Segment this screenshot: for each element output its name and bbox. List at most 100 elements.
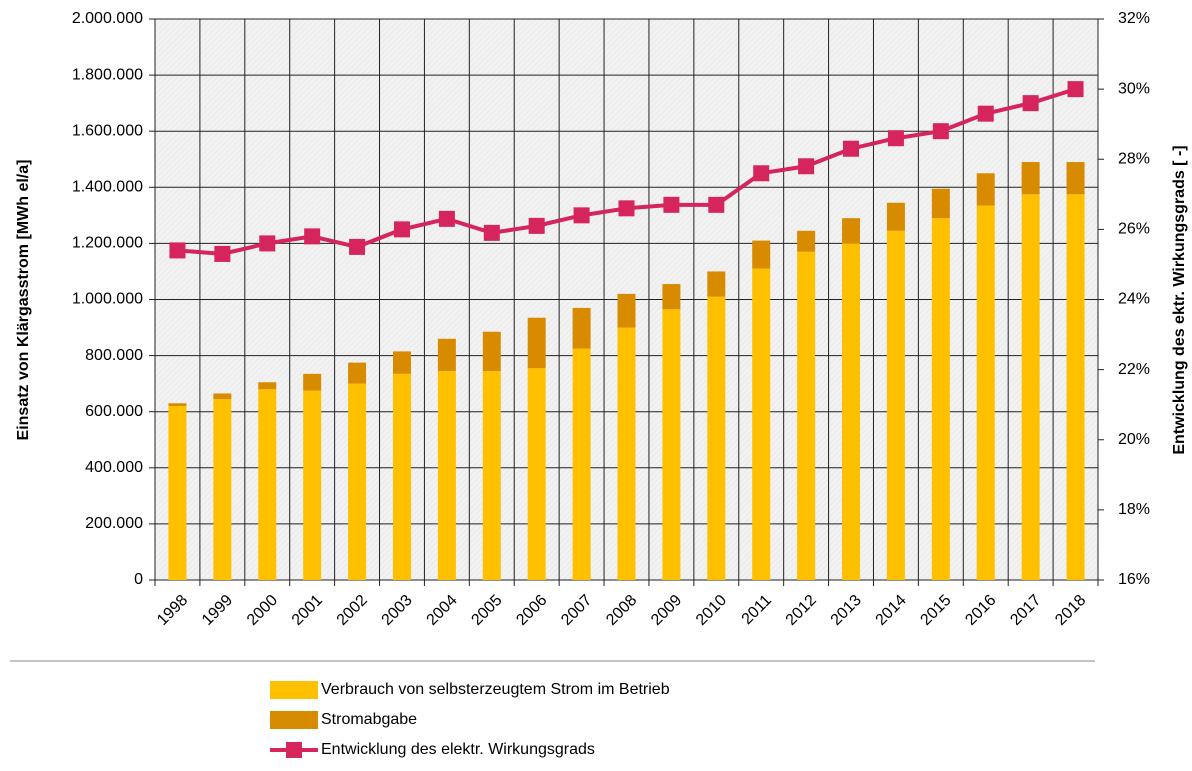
x-tick-label: 2009 <box>648 592 685 629</box>
x-tick-label: 2008 <box>603 592 640 629</box>
y-tick-label: 1.000.000 <box>72 291 143 308</box>
marker <box>887 130 904 147</box>
x-tick-label: 2006 <box>513 592 550 629</box>
bar <box>168 406 187 580</box>
bar <box>752 240 771 269</box>
x-tick-label: 2003 <box>379 592 416 629</box>
bar <box>662 284 681 310</box>
bar <box>797 230 816 252</box>
legend-swatch <box>270 681 318 699</box>
bar <box>1021 194 1040 580</box>
y-tick-label: 200.000 <box>85 515 143 532</box>
y2-tick-label: 18% <box>1118 501 1150 518</box>
bar <box>168 403 187 407</box>
y2-tick-label: 20% <box>1118 431 1150 448</box>
legend-label: Stromabgabe <box>321 711 417 728</box>
y2-axis-label: Entwicklung des ektr. Wirkungsgrads [ -] <box>1171 145 1188 454</box>
bar <box>931 188 950 219</box>
bar <box>617 293 636 328</box>
y2-tick-label: 16% <box>1118 571 1150 588</box>
x-tick-label: 2015 <box>917 592 954 629</box>
bar <box>1021 162 1040 195</box>
y-tick-label: 0 <box>134 571 143 588</box>
bar <box>258 382 277 390</box>
bar <box>258 389 277 580</box>
x-tick-label: 2002 <box>334 592 371 629</box>
bar <box>348 362 367 384</box>
x-tick-label: 2007 <box>558 592 595 629</box>
bar <box>842 218 861 244</box>
bar <box>976 173 995 206</box>
marker <box>393 221 410 238</box>
marker <box>483 224 500 241</box>
marker <box>259 235 276 252</box>
x-tick-label: 2011 <box>739 592 775 628</box>
bar <box>303 373 322 391</box>
marker <box>573 207 590 224</box>
bar <box>617 327 636 580</box>
bar <box>1066 162 1085 195</box>
y-tick-label: 1.800.000 <box>72 66 143 83</box>
legend-label: Verbrauch von selbsterzeugtem Strom im B… <box>321 681 670 698</box>
x-tick-label: 2013 <box>828 592 865 629</box>
x-tick-label: 2018 <box>1052 592 1089 629</box>
marker <box>214 245 231 262</box>
bar <box>437 371 456 580</box>
bar <box>842 243 861 580</box>
bar <box>527 317 546 369</box>
marker <box>528 217 545 234</box>
bar <box>886 202 905 231</box>
y2-tick-label: 22% <box>1118 361 1150 378</box>
y-tick-label: 2.000.000 <box>72 10 143 27</box>
marker <box>438 210 455 227</box>
marker <box>708 196 725 213</box>
x-tick-label: 2005 <box>468 592 505 629</box>
y2-tick-label: 30% <box>1118 80 1150 97</box>
marker <box>753 165 770 182</box>
y-tick-label: 800.000 <box>85 347 143 364</box>
bar <box>348 383 367 580</box>
bar <box>707 271 726 297</box>
marker <box>977 105 994 122</box>
bar <box>572 307 591 349</box>
bar <box>527 368 546 580</box>
x-tick-label: 2004 <box>424 592 461 629</box>
bar <box>213 399 232 580</box>
bar <box>886 230 905 580</box>
y2-tick-label: 26% <box>1118 221 1150 238</box>
marker <box>1067 81 1084 98</box>
bar <box>1066 194 1085 580</box>
bar <box>303 390 322 580</box>
y-tick-label: 400.000 <box>85 459 143 476</box>
y2-tick-label: 32% <box>1118 10 1150 27</box>
bar <box>572 348 591 580</box>
bar <box>707 296 726 580</box>
legend-label: Entwicklung des elektr. Wirkungsgrads <box>321 741 595 758</box>
marker <box>932 123 949 140</box>
y2-tick-label: 24% <box>1118 291 1150 308</box>
marker <box>169 242 186 259</box>
x-tick-label: 2017 <box>1007 592 1044 629</box>
y-tick-label: 1.200.000 <box>72 235 143 252</box>
marker <box>798 158 815 175</box>
bar <box>392 351 411 374</box>
bar <box>213 393 232 400</box>
y-axis-label: Einsatz von Klärgasstrom [MWh el/a] <box>15 160 32 441</box>
bar <box>752 268 771 580</box>
x-tick-label: 2014 <box>873 592 910 629</box>
x-tick-label: 2016 <box>962 592 999 629</box>
y2-tick-label: 28% <box>1118 150 1150 167</box>
bar <box>482 371 501 580</box>
bar <box>482 331 501 372</box>
legend-swatch <box>270 711 318 729</box>
bar <box>931 218 950 580</box>
x-tick-label: 2010 <box>693 592 730 629</box>
x-tick-label: 2000 <box>244 592 281 629</box>
marker <box>843 140 860 157</box>
legend-marker <box>286 742 302 758</box>
bar <box>662 309 681 580</box>
y-tick-label: 1.600.000 <box>72 122 143 139</box>
marker <box>304 228 321 245</box>
marker <box>618 200 635 217</box>
